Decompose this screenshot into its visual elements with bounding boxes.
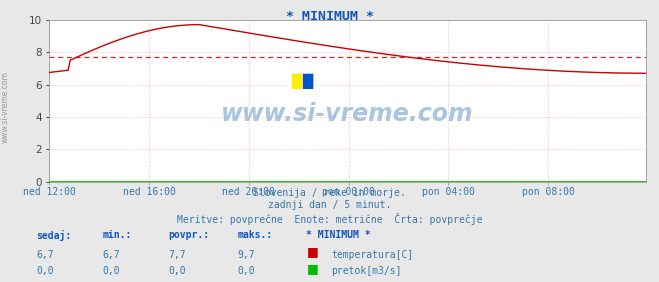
Text: povpr.:: povpr.: [168, 230, 209, 240]
Text: * MINIMUM *: * MINIMUM * [285, 10, 374, 23]
Text: 6,7: 6,7 [36, 250, 54, 259]
Text: Meritve: povprečne  Enote: metrične  Črta: povprečje: Meritve: povprečne Enote: metrične Črta:… [177, 213, 482, 225]
Text: ■: ■ [306, 245, 318, 258]
Text: 0,0: 0,0 [237, 266, 255, 276]
Text: pretok[m3/s]: pretok[m3/s] [331, 266, 402, 276]
Text: 0,0: 0,0 [168, 266, 186, 276]
Text: www.si-vreme.com: www.si-vreme.com [221, 102, 474, 126]
Text: zadnji dan / 5 minut.: zadnji dan / 5 minut. [268, 200, 391, 210]
Text: www.si-vreme.com: www.si-vreme.com [1, 71, 10, 143]
Text: * MINIMUM *: * MINIMUM * [306, 230, 371, 240]
Text: temperatura[C]: temperatura[C] [331, 250, 414, 259]
Text: 9,7: 9,7 [237, 250, 255, 259]
Text: 6,7: 6,7 [102, 250, 120, 259]
Text: maks.:: maks.: [237, 230, 272, 240]
Text: min.:: min.: [102, 230, 132, 240]
Text: 7,7: 7,7 [168, 250, 186, 259]
Text: ■: ■ [306, 262, 318, 275]
Text: 0,0: 0,0 [36, 266, 54, 276]
Text: ▉: ▉ [302, 74, 314, 89]
Text: ▉: ▉ [291, 74, 302, 89]
Text: Slovenija / reke in morje.: Slovenija / reke in morje. [253, 188, 406, 197]
Text: sedaj:: sedaj: [36, 230, 71, 241]
Text: 0,0: 0,0 [102, 266, 120, 276]
